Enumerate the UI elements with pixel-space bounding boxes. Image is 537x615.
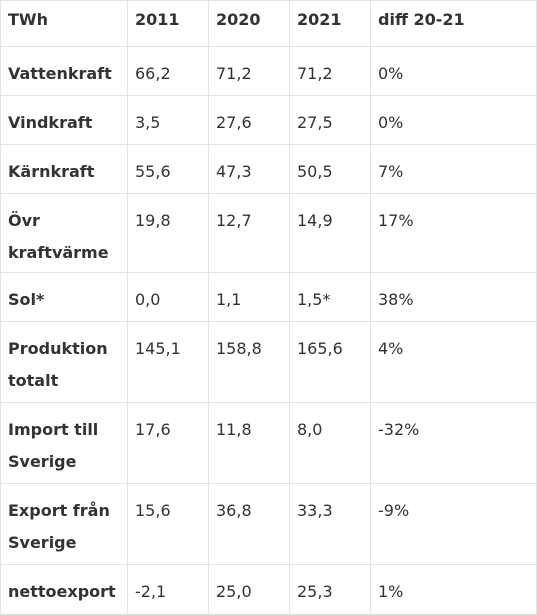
cell-diff: 38% [370,272,537,322]
cell-2020: 11,8 [208,402,290,484]
cell-2021: 25,3 [289,564,371,615]
cell-2021: 14,9 [289,193,371,273]
cell-2021: 33,3 [289,483,371,565]
cell-2021: 1,5* [289,272,371,322]
table-row: Sol* 0,0 1,1 1,5* 38% [0,272,537,322]
row-label: Kärnkraft [0,144,128,194]
cell-diff: 4% [370,321,537,403]
cell-2020: 12,7 [208,193,290,273]
header-cell-2020: 2020 [208,0,290,47]
cell-2011: 19,8 [127,193,209,273]
header-cell-diff: diff 20-21 [370,0,537,47]
table-body: Vattenkraft 66,2 71,2 71,2 0% Vindkraft … [0,46,537,615]
cell-diff: 0% [370,95,537,145]
table-row: Vindkraft 3,5 27,6 27,5 0% [0,95,537,145]
header-row: TWh 2011 2020 2021 diff 20-21 [0,0,537,47]
cell-2011: 15,6 [127,483,209,565]
header-cell-unit: TWh [0,0,128,47]
cell-2020: 47,3 [208,144,290,194]
row-label: Övr kraftvärme [0,193,128,273]
cell-2011: -2,1 [127,564,209,615]
cell-2011: 0,0 [127,272,209,322]
cell-2021: 165,6 [289,321,371,403]
cell-diff: 7% [370,144,537,194]
cell-2021: 8,0 [289,402,371,484]
cell-2021: 50,5 [289,144,371,194]
header-cell-2021: 2021 [289,0,371,47]
cell-diff: -32% [370,402,537,484]
cell-2011: 3,5 [127,95,209,145]
table-row: Export från Sverige 15,6 36,8 33,3 -9% [0,483,537,565]
row-label: Produktion totalt [0,321,128,403]
cell-2020: 27,6 [208,95,290,145]
row-label: Vattenkraft [0,46,128,96]
table-header: TWh 2011 2020 2021 diff 20-21 [0,0,537,47]
row-label: nettoexport [0,564,128,615]
header-cell-2011: 2011 [127,0,209,47]
table-row: nettoexport -2,1 25,0 25,3 1% [0,564,537,615]
cell-diff: -9% [370,483,537,565]
cell-2020: 158,8 [208,321,290,403]
cell-2021: 71,2 [289,46,371,96]
row-label: Vindkraft [0,95,128,145]
cell-diff: 0% [370,46,537,96]
row-label: Import till Sverige [0,402,128,484]
cell-2011: 66,2 [127,46,209,96]
cell-2020: 25,0 [208,564,290,615]
cell-2020: 1,1 [208,272,290,322]
cell-2020: 36,8 [208,483,290,565]
table-row: Import till Sverige 17,6 11,8 8,0 -32% [0,402,537,484]
cell-2021: 27,5 [289,95,371,145]
table-row: Övr kraftvärme 19,8 12,7 14,9 17% [0,193,537,273]
table-row: Vattenkraft 66,2 71,2 71,2 0% [0,46,537,96]
table-row: Produktion totalt 145,1 158,8 165,6 4% [0,321,537,403]
row-label: Sol* [0,272,128,322]
cell-2011: 17,6 [127,402,209,484]
cell-2020: 71,2 [208,46,290,96]
table-row: Kärnkraft 55,6 47,3 50,5 7% [0,144,537,194]
cell-2011: 55,6 [127,144,209,194]
cell-2011: 145,1 [127,321,209,403]
cell-diff: 17% [370,193,537,273]
cell-diff: 1% [370,564,537,615]
row-label: Export från Sverige [0,483,128,565]
